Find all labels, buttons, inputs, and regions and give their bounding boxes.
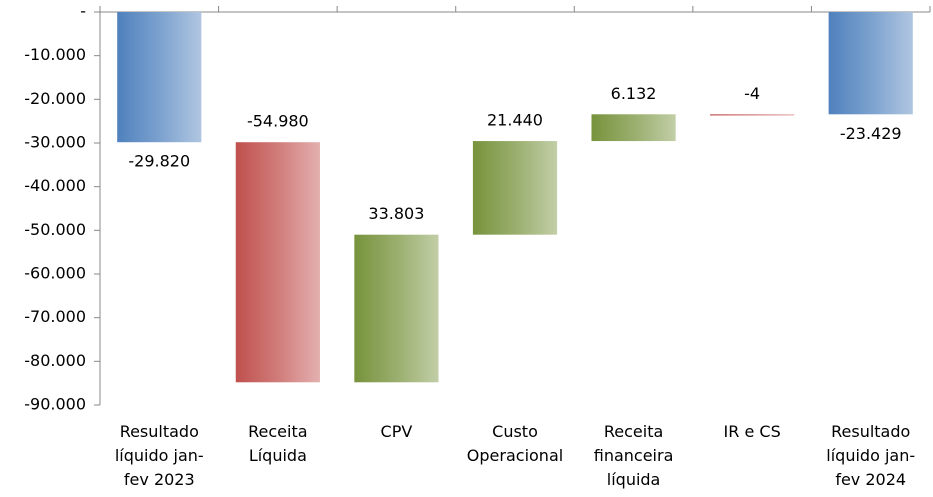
value-label: 21.440 bbox=[487, 111, 543, 130]
x-tick-label: Resultado líquido jan-fev 2023 bbox=[114, 422, 204, 489]
bar bbox=[472, 141, 558, 235]
x-tick-label: CPV bbox=[380, 422, 413, 441]
bar bbox=[354, 234, 439, 383]
y-tick-label: -10.000 bbox=[24, 45, 86, 64]
x-tick-label: Custo Operacional bbox=[466, 422, 564, 465]
bar bbox=[235, 142, 320, 383]
x-tick-label: Resultado líquido jan-fev 2024 bbox=[826, 422, 916, 489]
x-tick-label: IR e CS bbox=[723, 422, 781, 441]
value-label: 33.803 bbox=[368, 204, 424, 223]
bar bbox=[117, 12, 202, 143]
y-tick-label: - bbox=[80, 2, 86, 21]
y-tick-label: -30.000 bbox=[24, 133, 86, 152]
value-label: -4 bbox=[744, 84, 760, 103]
bar bbox=[828, 12, 913, 115]
y-tick-label: -50.000 bbox=[24, 220, 86, 239]
y-tick-label: -80.000 bbox=[24, 351, 86, 370]
y-tick-label: -70.000 bbox=[24, 307, 86, 326]
bar bbox=[710, 114, 795, 116]
y-tick-label: -40.000 bbox=[24, 176, 86, 195]
y-tick-label: -60.000 bbox=[24, 264, 86, 283]
value-label: -29.820 bbox=[128, 152, 190, 171]
value-label: 6.132 bbox=[611, 84, 657, 103]
value-label: -54.980 bbox=[247, 112, 309, 131]
bar bbox=[591, 114, 676, 142]
y-tick-label: -20.000 bbox=[24, 89, 86, 108]
value-label: -23.429 bbox=[840, 124, 902, 143]
x-tick-label: Receita financeira líquida bbox=[593, 422, 674, 489]
x-tick-label: Receita Líquida bbox=[248, 422, 308, 465]
y-tick-label: -90.000 bbox=[24, 395, 86, 414]
